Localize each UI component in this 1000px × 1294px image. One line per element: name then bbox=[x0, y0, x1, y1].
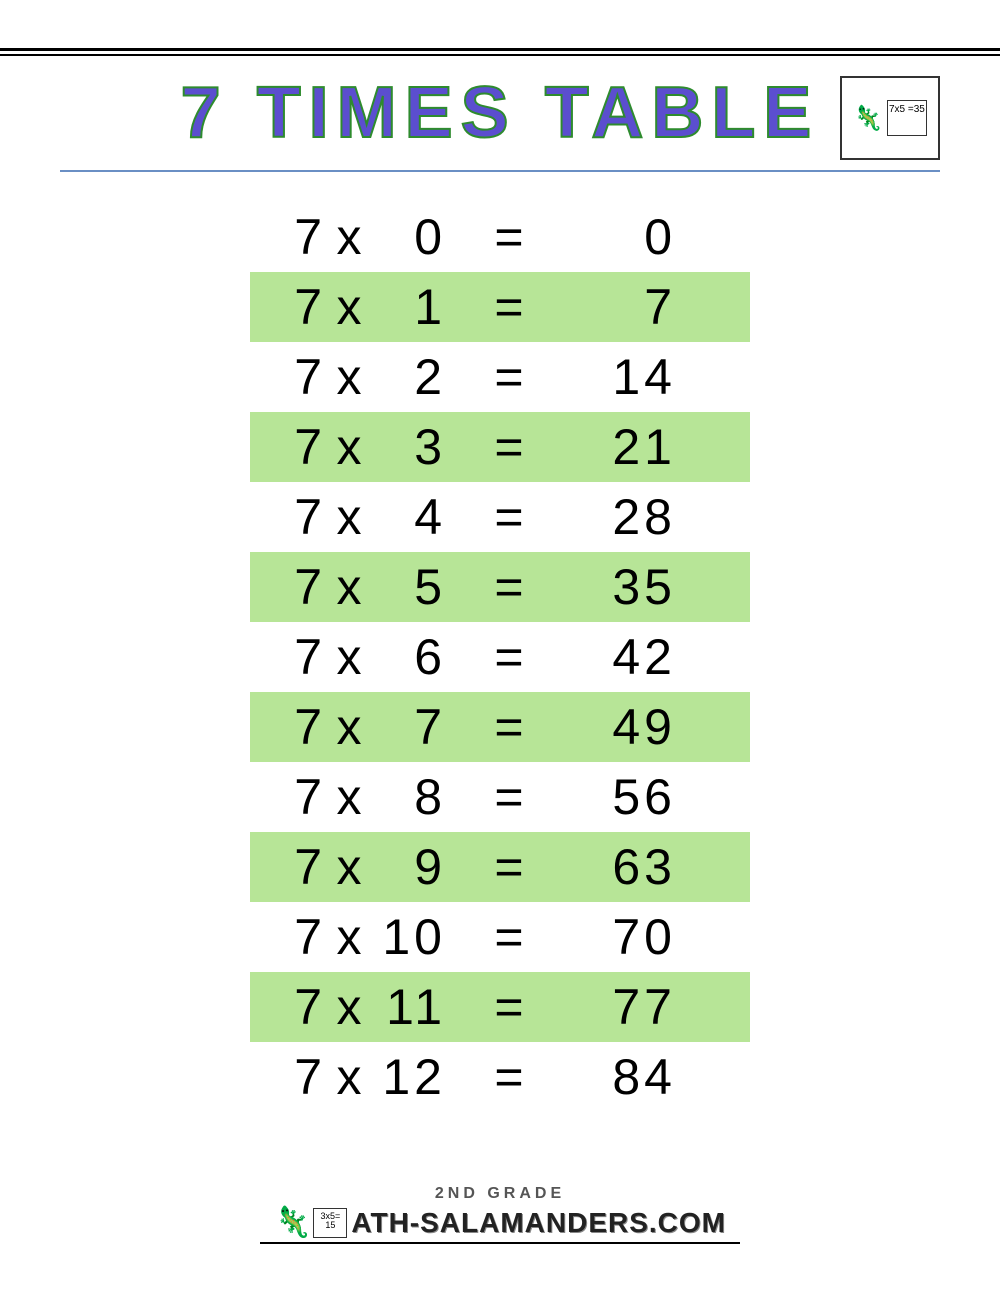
base-number: 7 bbox=[266, 908, 326, 966]
times-symbol: x bbox=[326, 418, 376, 476]
times-symbol: x bbox=[326, 978, 376, 1036]
top-double-rule bbox=[0, 48, 1000, 56]
equals-symbol: = bbox=[466, 348, 556, 406]
multiplier: 10 bbox=[376, 908, 466, 966]
table-row: 7x6=42 bbox=[250, 622, 750, 692]
footer-brand: 🦎 3x5= 15 ATH-SALAMANDERS.COM bbox=[200, 1205, 800, 1240]
multiplier: 1 bbox=[376, 278, 466, 336]
result: 63 bbox=[556, 838, 676, 896]
result: 21 bbox=[556, 418, 676, 476]
times-symbol: x bbox=[326, 838, 376, 896]
multiplier: 0 bbox=[376, 208, 466, 266]
multiplier: 6 bbox=[376, 628, 466, 686]
table-row: 7x8=56 bbox=[250, 762, 750, 832]
equals-symbol: = bbox=[466, 908, 556, 966]
base-number: 7 bbox=[266, 208, 326, 266]
times-symbol: x bbox=[326, 208, 376, 266]
salamander-icon: 🦎 bbox=[274, 1205, 311, 1240]
times-symbol: x bbox=[326, 908, 376, 966]
multiplier: 5 bbox=[376, 558, 466, 616]
base-number: 7 bbox=[266, 978, 326, 1036]
equals-symbol: = bbox=[466, 838, 556, 896]
result: 77 bbox=[556, 978, 676, 1036]
times-symbol: x bbox=[326, 278, 376, 336]
base-number: 7 bbox=[266, 768, 326, 826]
footer-brand-text: ATH-SALAMANDERS.COM bbox=[351, 1207, 726, 1239]
table-row: 7x2=14 bbox=[250, 342, 750, 412]
result: 7 bbox=[556, 278, 676, 336]
times-symbol: x bbox=[326, 1048, 376, 1106]
result: 0 bbox=[556, 208, 676, 266]
table-row: 7x0=0 bbox=[250, 202, 750, 272]
corner-logo-board: 7x5 =35 bbox=[887, 100, 927, 136]
multiplier: 7 bbox=[376, 698, 466, 756]
equals-symbol: = bbox=[466, 628, 556, 686]
result: 28 bbox=[556, 488, 676, 546]
multiplier: 12 bbox=[376, 1048, 466, 1106]
table-row: 7x12=84 bbox=[250, 1042, 750, 1112]
table-row: 7x3=21 bbox=[250, 412, 750, 482]
result: 49 bbox=[556, 698, 676, 756]
title-underline bbox=[60, 170, 940, 172]
base-number: 7 bbox=[266, 348, 326, 406]
result: 42 bbox=[556, 628, 676, 686]
result: 70 bbox=[556, 908, 676, 966]
multiplier: 2 bbox=[376, 348, 466, 406]
table-row: 7x1=7 bbox=[250, 272, 750, 342]
table-row: 7x11=77 bbox=[250, 972, 750, 1042]
equals-symbol: = bbox=[466, 278, 556, 336]
table-row: 7x10=70 bbox=[250, 902, 750, 972]
result: 14 bbox=[556, 348, 676, 406]
multiplier: 4 bbox=[376, 488, 466, 546]
base-number: 7 bbox=[266, 628, 326, 686]
base-number: 7 bbox=[266, 698, 326, 756]
multiplier: 11 bbox=[376, 978, 466, 1036]
equals-symbol: = bbox=[466, 558, 556, 616]
result: 56 bbox=[556, 768, 676, 826]
table-row: 7x4=28 bbox=[250, 482, 750, 552]
footer-grade-label: 2ND GRADE bbox=[200, 1185, 800, 1203]
times-symbol: x bbox=[326, 348, 376, 406]
times-symbol: x bbox=[326, 768, 376, 826]
header: 7 TIMES TABLE bbox=[60, 72, 940, 154]
table-row: 7x9=63 bbox=[250, 832, 750, 902]
times-symbol: x bbox=[326, 488, 376, 546]
equals-symbol: = bbox=[466, 488, 556, 546]
equals-symbol: = bbox=[466, 698, 556, 756]
multiplier: 8 bbox=[376, 768, 466, 826]
result: 35 bbox=[556, 558, 676, 616]
footer: 2ND GRADE 🦎 3x5= 15 ATH-SALAMANDERS.COM bbox=[200, 1185, 800, 1244]
table-row: 7x5=35 bbox=[250, 552, 750, 622]
base-number: 7 bbox=[266, 1048, 326, 1106]
equals-symbol: = bbox=[466, 768, 556, 826]
result: 84 bbox=[556, 1048, 676, 1106]
times-symbol: x bbox=[326, 628, 376, 686]
base-number: 7 bbox=[266, 558, 326, 616]
base-number: 7 bbox=[266, 488, 326, 546]
corner-logo: 🦎 7x5 =35 bbox=[840, 76, 940, 160]
times-symbol: x bbox=[326, 698, 376, 756]
multiplier: 3 bbox=[376, 418, 466, 476]
base-number: 7 bbox=[266, 278, 326, 336]
table-row: 7x7=49 bbox=[250, 692, 750, 762]
base-number: 7 bbox=[266, 838, 326, 896]
footer-logo: 🦎 3x5= 15 bbox=[274, 1205, 347, 1240]
equals-symbol: = bbox=[466, 208, 556, 266]
salamander-icon: 🦎 bbox=[853, 104, 883, 133]
footer-logo-board: 3x5= 15 bbox=[313, 1208, 347, 1238]
footer-underline bbox=[260, 1242, 740, 1244]
equals-symbol: = bbox=[466, 1048, 556, 1106]
equals-symbol: = bbox=[466, 978, 556, 1036]
page-title: 7 TIMES TABLE bbox=[60, 72, 940, 154]
times-symbol: x bbox=[326, 558, 376, 616]
multiplier: 9 bbox=[376, 838, 466, 896]
times-table: 7x0=07x1=77x2=147x3=217x4=287x5=357x6=42… bbox=[250, 202, 750, 1112]
base-number: 7 bbox=[266, 418, 326, 476]
equals-symbol: = bbox=[466, 418, 556, 476]
